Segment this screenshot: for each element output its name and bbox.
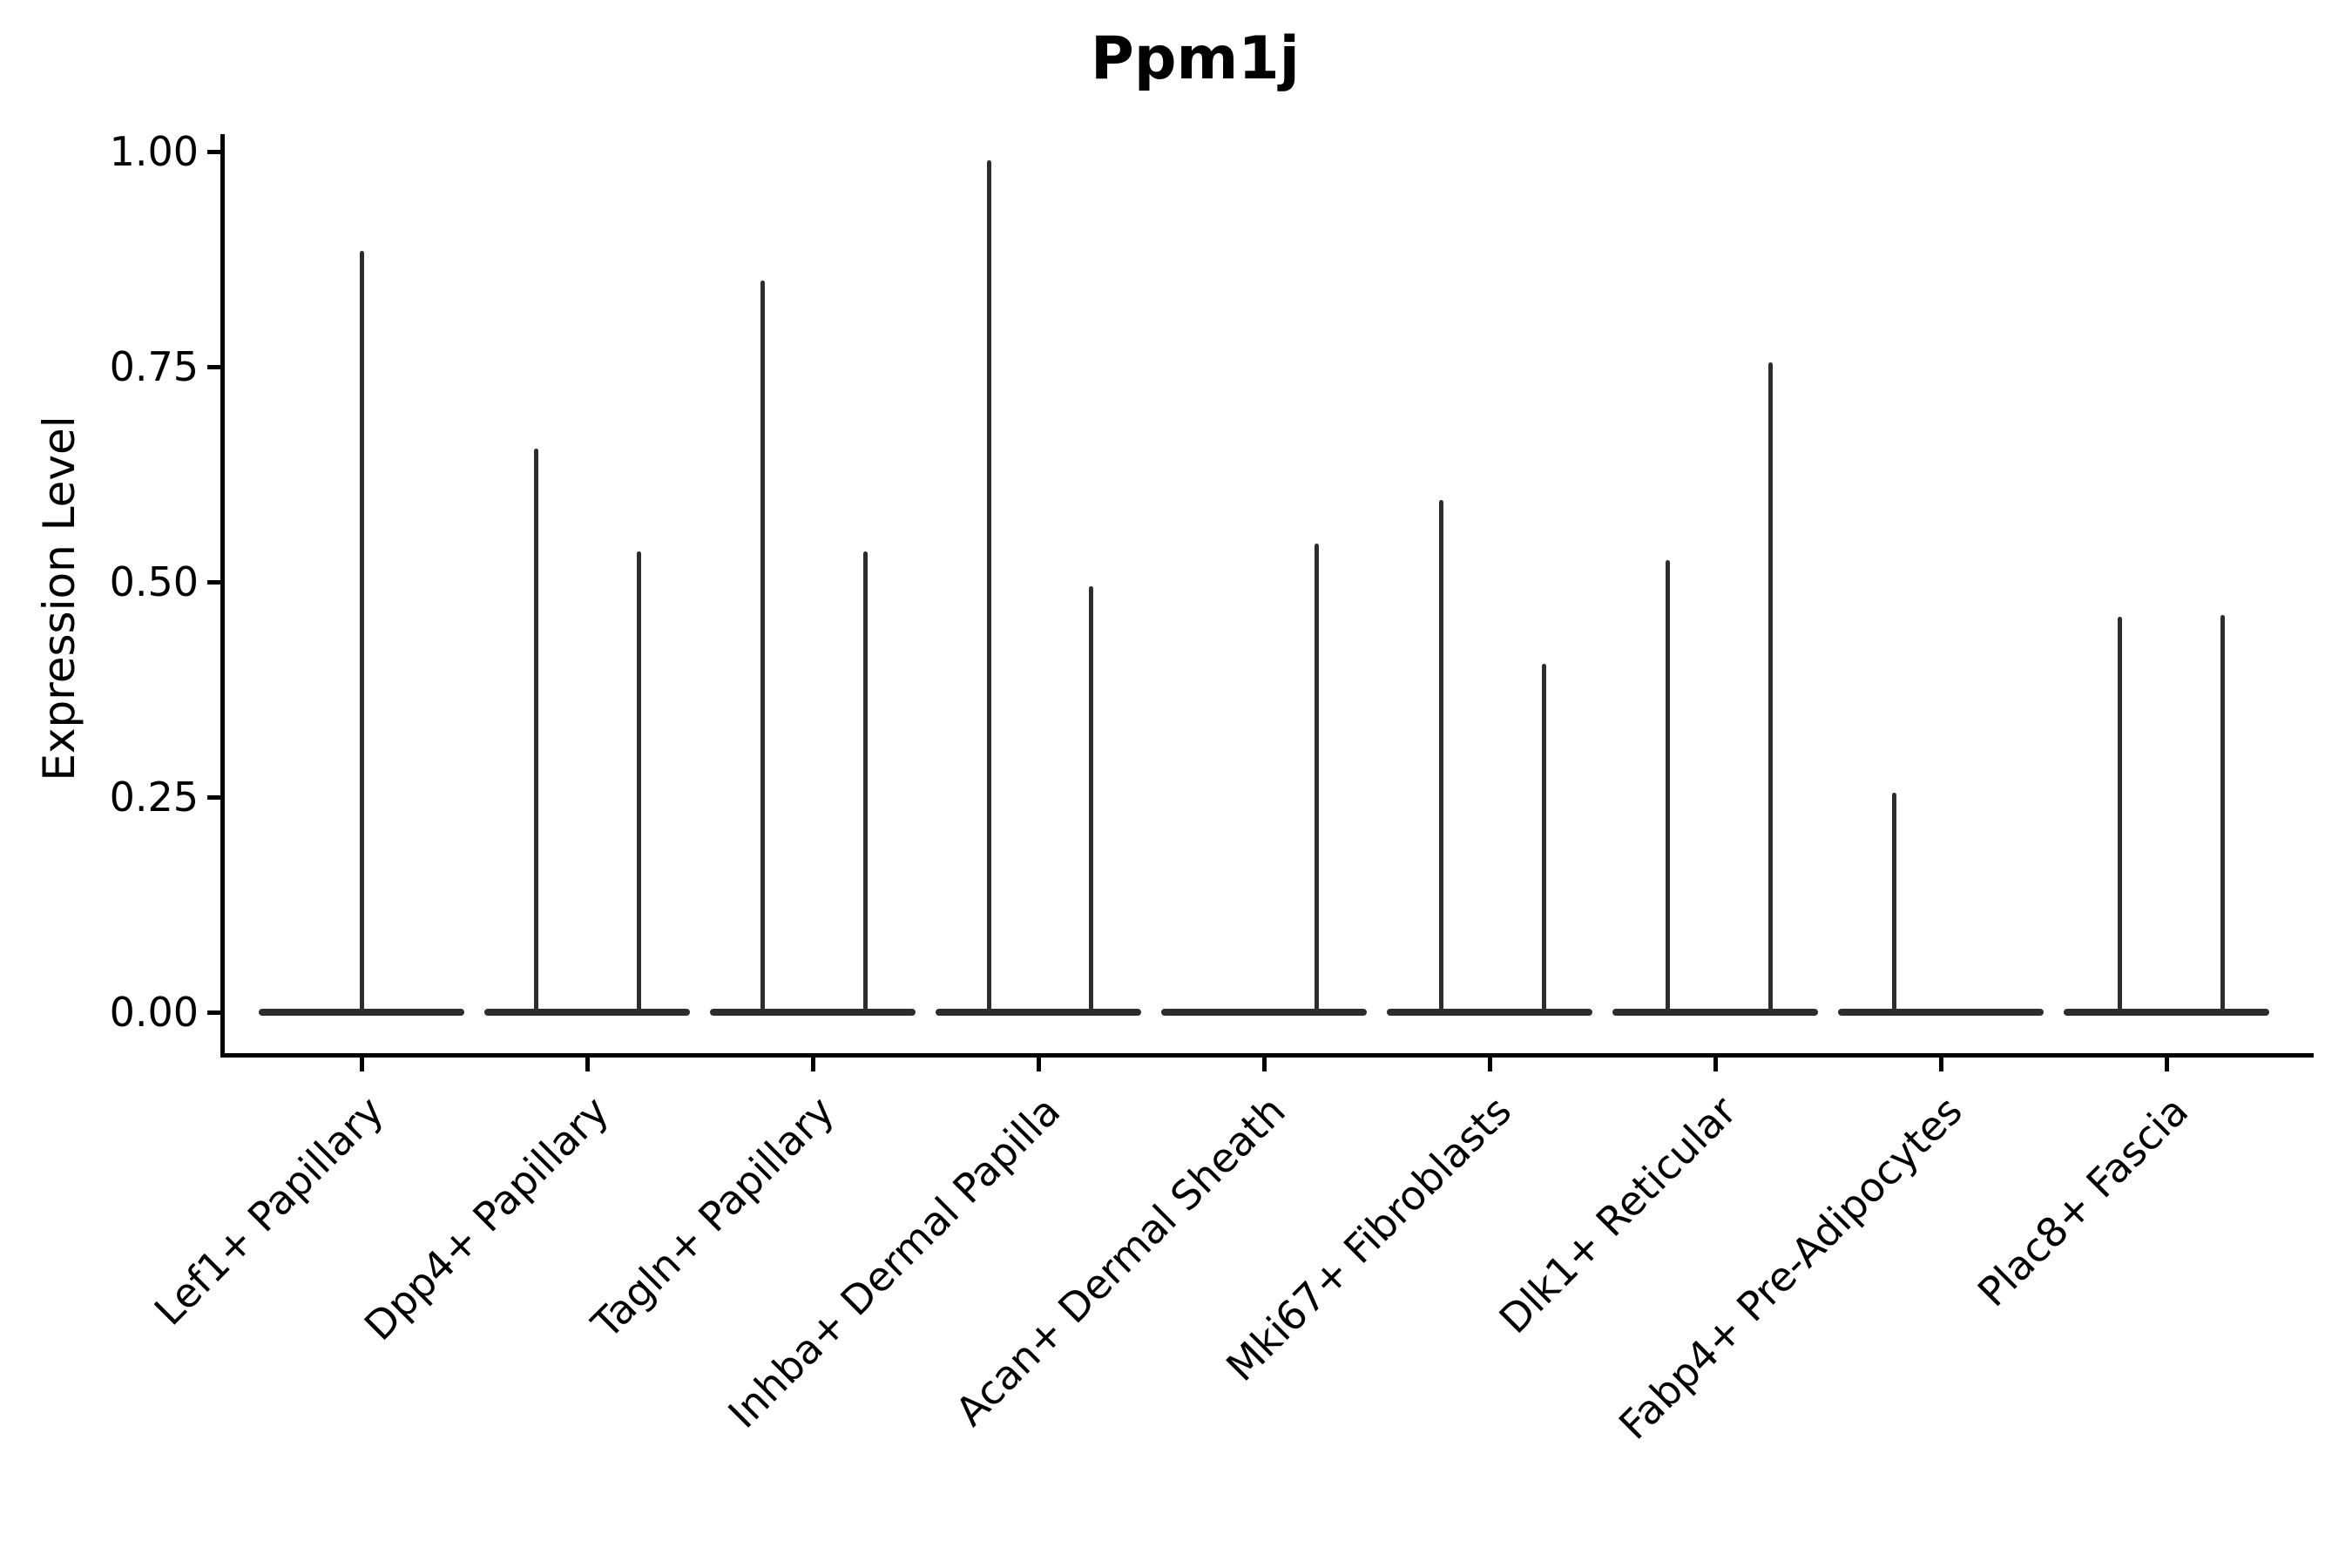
- x-tick-label: Lef1+ Papillary: [145, 1086, 393, 1335]
- violin-spike: [1665, 560, 1670, 1012]
- violin-spike: [2117, 616, 2122, 1012]
- violin-baseline: [1612, 1009, 1818, 1016]
- violin-baseline: [484, 1009, 690, 1016]
- x-tick-mark: [1713, 1058, 1718, 1071]
- violin-spike: [1314, 543, 1319, 1012]
- violin-spike: [359, 250, 364, 1012]
- x-tick-mark: [2164, 1058, 2169, 1071]
- violin-spike: [760, 280, 765, 1012]
- violin-spike: [2220, 614, 2225, 1012]
- y-tick-mark: [207, 1010, 220, 1015]
- violin-spike: [1438, 500, 1443, 1012]
- x-tick-mark: [585, 1058, 590, 1071]
- y-tick-label: 1.00: [109, 128, 199, 175]
- x-tick-mark: [359, 1058, 364, 1071]
- x-tick-mark: [1487, 1058, 1492, 1071]
- chart-title: Ppm1j: [1091, 24, 1300, 93]
- violin-baseline: [259, 1009, 464, 1016]
- x-axis-line: [220, 1053, 2314, 1058]
- violin-spike: [533, 448, 538, 1012]
- violin-baseline: [1838, 1009, 2044, 1016]
- x-tick-mark: [810, 1058, 815, 1071]
- y-tick-label: 0.25: [109, 774, 199, 821]
- y-tick-label: 0.75: [109, 343, 199, 390]
- violin-baseline: [1387, 1009, 1592, 1016]
- violin-baseline: [2064, 1009, 2269, 1016]
- y-axis-line: [220, 134, 225, 1058]
- x-tick-label: Tagln+ Papillary: [583, 1086, 844, 1348]
- x-tick-label: Plac8+ Fascia: [1968, 1086, 2198, 1316]
- violin-baseline: [936, 1009, 1141, 1016]
- violin-spike: [1088, 585, 1093, 1012]
- x-tick-label: Dpp4+ Papillary: [355, 1086, 618, 1350]
- y-tick-mark: [207, 364, 220, 369]
- x-tick-label: Dlk1+ Reticular: [1490, 1086, 1747, 1343]
- y-tick-mark: [207, 794, 220, 800]
- violin-spike: [636, 551, 641, 1012]
- y-tick-mark: [207, 149, 220, 154]
- y-tick-label: 0.50: [109, 558, 199, 605]
- violin-spike: [862, 551, 868, 1012]
- x-tick-mark: [1938, 1058, 1943, 1071]
- x-tick-mark: [1261, 1058, 1267, 1071]
- violin-spike: [1891, 793, 1896, 1012]
- violin-spike: [1767, 362, 1773, 1012]
- violin-baseline: [1161, 1009, 1367, 1016]
- violin-spike: [986, 159, 991, 1012]
- x-tick-mark: [1036, 1058, 1041, 1071]
- violin-baseline: [710, 1009, 916, 1016]
- violin-spike: [1541, 663, 1546, 1012]
- y-tick-label: 0.00: [109, 989, 199, 1036]
- y-tick-mark: [207, 579, 220, 585]
